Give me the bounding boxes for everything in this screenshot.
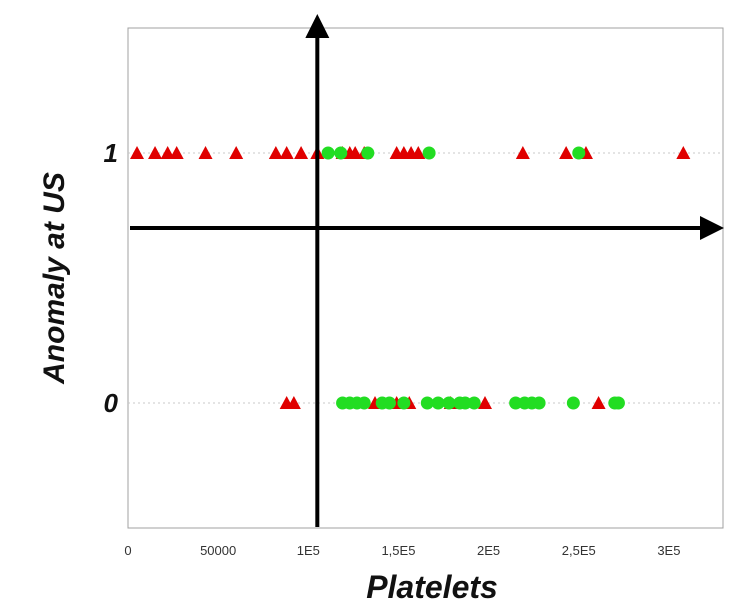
data-point-triangle [676, 146, 691, 159]
y-tick-labels: 01 [104, 138, 119, 418]
data-points [130, 146, 691, 410]
data-point-circle [431, 396, 445, 410]
y-tick-label: 1 [104, 138, 118, 168]
data-point-triangle [148, 146, 163, 159]
x-tick-label: 1,5E5 [381, 543, 415, 558]
plot-frame [127, 27, 724, 529]
data-point-triangle [198, 146, 213, 159]
data-point-circle [532, 396, 546, 410]
x-axis-title: Platelets [366, 569, 498, 605]
data-point-triangle [279, 146, 294, 159]
data-point-triangle [268, 146, 283, 159]
x-tick-label: 50000 [200, 543, 236, 558]
data-point-triangle [478, 396, 492, 409]
x-tick-label: 2E5 [477, 543, 500, 558]
x-tick-labels: 0 50000 1E5 1,5E5 2E5 2,5E5 3E5 [124, 543, 680, 558]
data-point-circle [361, 146, 375, 160]
data-point-triangle [591, 396, 606, 409]
data-point-circle [566, 396, 580, 410]
y-axis-title: Anomaly at US [38, 172, 71, 385]
data-point-triangle [169, 146, 184, 159]
data-point-triangle [411, 146, 426, 159]
data-point-circle [382, 396, 396, 410]
data-point-triangle [229, 146, 244, 159]
data-point-triangle [286, 396, 301, 409]
data-point-circle [357, 396, 371, 410]
data-point-circle [611, 396, 625, 410]
data-point-triangle [515, 146, 530, 159]
x-tick-label: 1E5 [297, 543, 320, 558]
data-point-triangle [130, 146, 145, 159]
y-tick-label: 0 [104, 388, 119, 418]
data-point-triangle [294, 146, 309, 159]
data-point-circle [442, 396, 456, 410]
annotation-arrows [130, 14, 724, 527]
data-point-circle [397, 396, 411, 410]
data-point-circle [422, 146, 436, 160]
data-point-circle [458, 396, 472, 410]
data-point-circle [334, 146, 348, 160]
data-point-triangle [559, 146, 574, 159]
x-tick-label: 0 [124, 543, 131, 558]
data-point-circle [321, 146, 335, 160]
data-point-circle [420, 396, 434, 410]
data-point-triangle [348, 146, 363, 159]
x-tick-label: 2,5E5 [562, 543, 596, 558]
data-point-circle [509, 396, 523, 410]
data-point-circle [572, 146, 586, 160]
data-point-circle [467, 396, 481, 410]
data-point-triangle [160, 146, 175, 159]
x-tick-label: 3E5 [657, 543, 680, 558]
